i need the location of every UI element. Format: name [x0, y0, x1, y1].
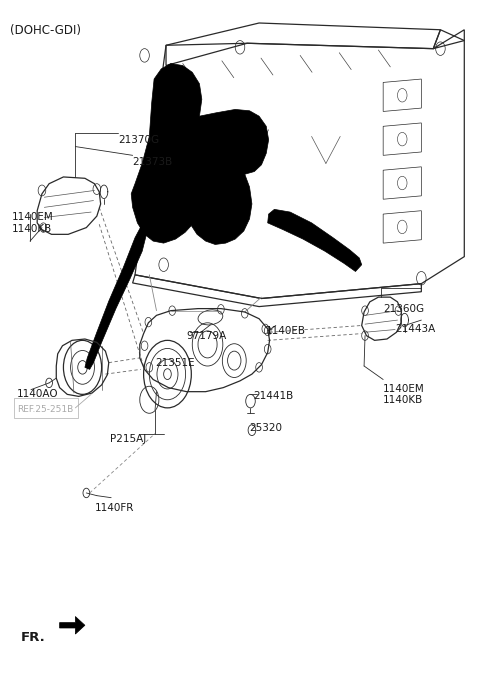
Text: P215AJ: P215AJ — [110, 434, 146, 444]
Text: 97179A: 97179A — [187, 331, 227, 340]
Text: 21351E: 21351E — [155, 357, 195, 367]
Text: 21441B: 21441B — [253, 391, 294, 401]
Text: 1140AO: 1140AO — [17, 389, 58, 399]
Polygon shape — [268, 210, 362, 271]
Text: 21373B: 21373B — [132, 157, 173, 167]
Text: REF.25-251B: REF.25-251B — [17, 405, 73, 414]
Polygon shape — [60, 616, 85, 634]
Text: 1140FR: 1140FR — [95, 503, 134, 513]
Text: 21443A: 21443A — [395, 324, 435, 334]
Text: 21360G: 21360G — [383, 304, 424, 314]
Text: 1140EM
1140KB: 1140EM 1140KB — [383, 384, 425, 405]
Text: (DOHC-GDI): (DOHC-GDI) — [10, 24, 81, 37]
Text: 1140EM
1140KB: 1140EM 1140KB — [12, 212, 54, 234]
Polygon shape — [131, 64, 269, 245]
Text: 21370G: 21370G — [118, 135, 159, 145]
Polygon shape — [85, 223, 149, 370]
Text: 25320: 25320 — [250, 423, 283, 433]
Text: 1140EB: 1140EB — [266, 326, 306, 336]
Text: FR.: FR. — [21, 631, 45, 644]
